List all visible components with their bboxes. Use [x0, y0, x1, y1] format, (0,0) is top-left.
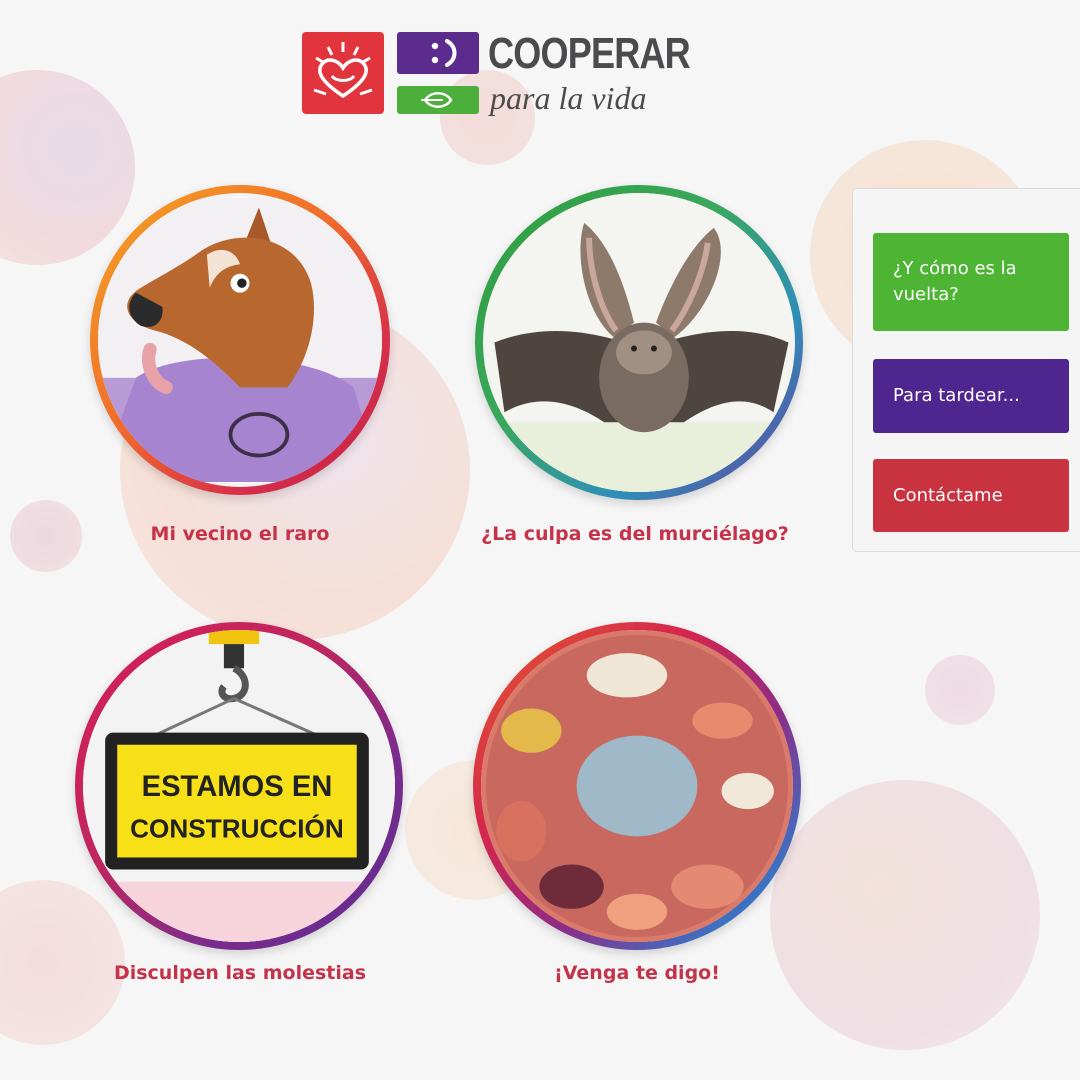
post-title-link[interactable]: Disculpen las molestias — [113, 962, 367, 984]
food-circle-image — [481, 630, 793, 942]
post-title-link[interactable]: ¡Venga te digo! — [554, 962, 720, 984]
sign-line-1: ESTAMOS EN — [142, 771, 333, 803]
construction-sign-image: ESTAMOS EN CONSTRUCCIÓN — [83, 630, 395, 942]
sidebar-button-contactame[interactable]: Contáctame — [873, 459, 1069, 532]
sidebar-button-vuelta[interactable]: ¿Y cómo es la vuelta? — [873, 233, 1069, 331]
post-image-frame[interactable] — [475, 185, 803, 500]
leaf-icon — [397, 86, 479, 114]
sidebar-button-tardear[interactable]: Para tardear... — [873, 359, 1069, 433]
smile-icon — [397, 32, 479, 74]
cooperar-logo[interactable]: COOPERAR para la vida — [302, 30, 691, 120]
post-image-frame[interactable] — [473, 622, 801, 950]
post-title-link[interactable]: Mi vecino el raro — [150, 523, 330, 545]
sign-line-2: CONSTRUCCIÓN — [130, 813, 344, 843]
post-image-frame[interactable]: ESTAMOS EN CONSTRUCCIÓN — [75, 622, 403, 950]
sidebar-menu: ¿Y cómo es la vuelta? Para tardear... Co… — [852, 188, 1080, 552]
decorative-bubble — [10, 500, 82, 572]
post-image-frame[interactable] — [90, 185, 390, 495]
post-title-link[interactable]: ¿La culpa es del murciélago? — [481, 523, 789, 545]
post-card[interactable]: ¡Venga te digo! — [473, 622, 803, 1002]
logo-name: COOPERAR — [488, 29, 691, 78]
post-card[interactable]: ¿La culpa es del murciélago? — [470, 185, 803, 555]
bat-image — [483, 193, 795, 492]
post-card[interactable]: ESTAMOS EN CONSTRUCCIÓN Disculpen las mo… — [75, 622, 405, 1002]
horse-mask-image — [98, 193, 382, 487]
logo-tagline: para la vida — [490, 80, 647, 116]
heart-hands-icon — [302, 32, 384, 114]
decorative-bubble — [770, 780, 1040, 1050]
post-card[interactable]: Mi vecino el raro — [75, 185, 405, 555]
decorative-bubble — [925, 655, 995, 725]
